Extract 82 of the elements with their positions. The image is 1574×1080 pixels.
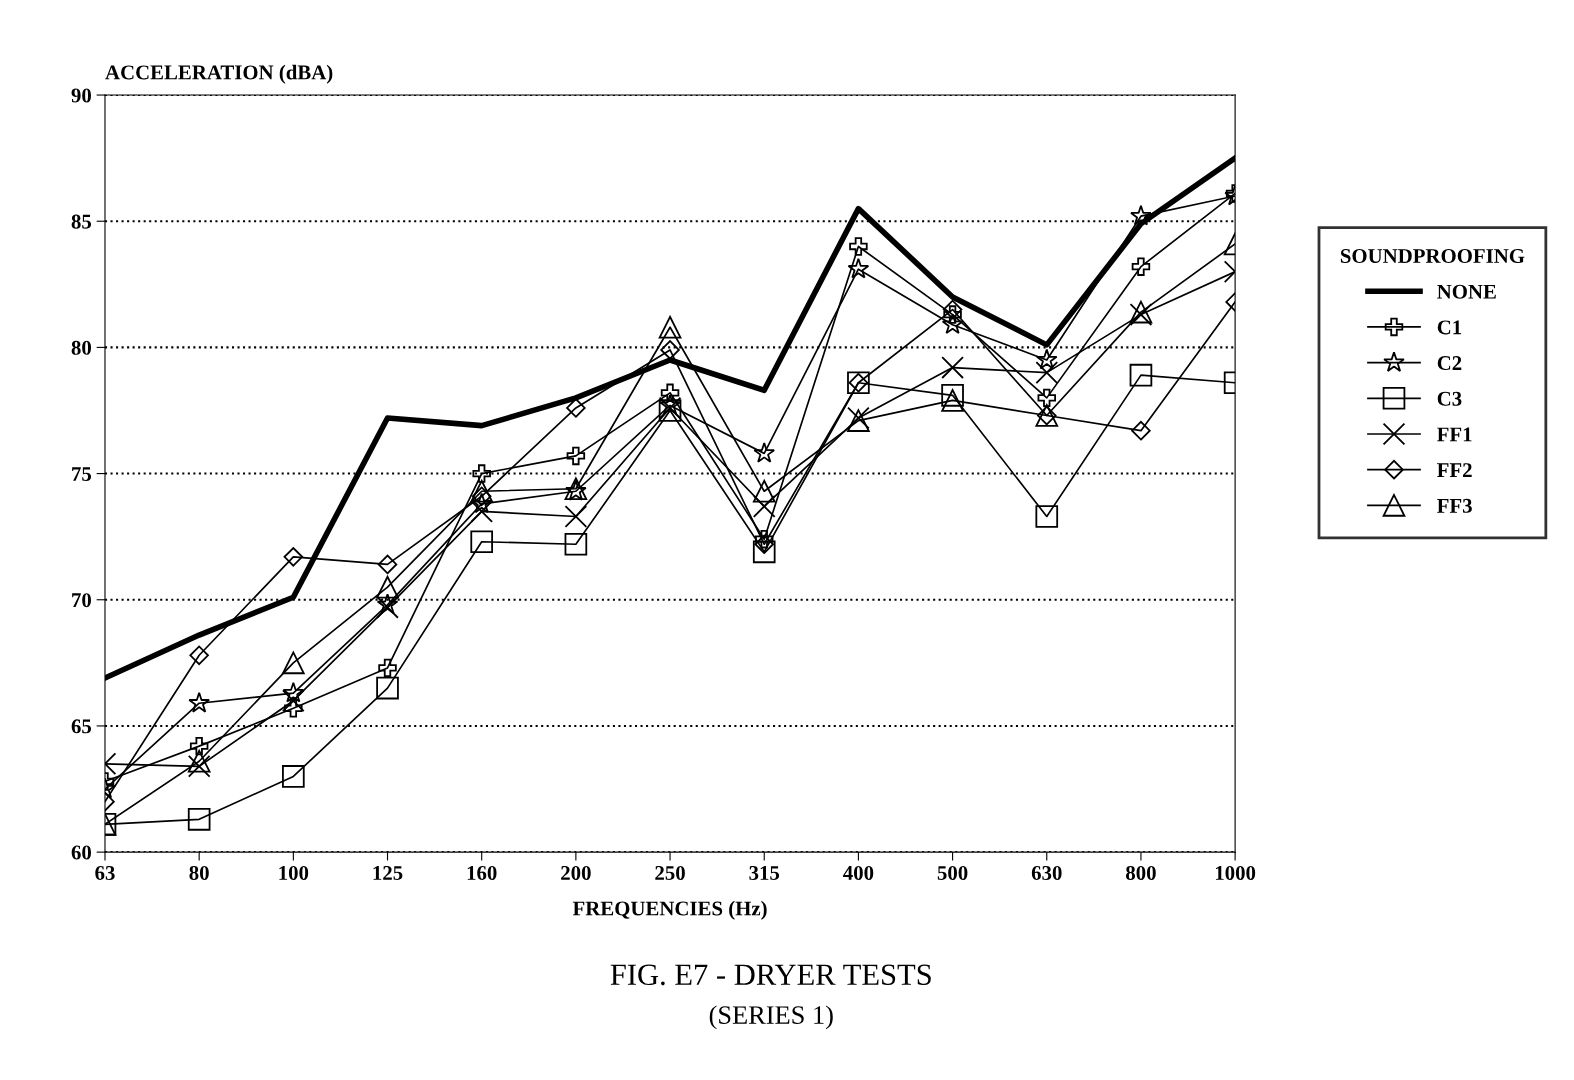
x-tick-label: 100 xyxy=(279,865,309,880)
x-tick-label: 250 xyxy=(655,865,685,880)
point xyxy=(564,505,588,528)
x-tick-label: 630 xyxy=(1031,865,1062,880)
point xyxy=(1131,257,1151,276)
legend-label: C3 xyxy=(1437,391,1462,406)
point xyxy=(1130,204,1152,226)
point xyxy=(377,554,398,575)
legend-label: C1 xyxy=(1437,320,1462,335)
point xyxy=(284,699,303,718)
x-tick-label: 500 xyxy=(937,865,968,880)
point xyxy=(564,532,588,556)
x-tick-label: 200 xyxy=(561,865,591,880)
point xyxy=(941,313,964,335)
point xyxy=(471,486,492,507)
point xyxy=(282,765,305,788)
point xyxy=(660,383,680,403)
point xyxy=(754,529,774,549)
point xyxy=(753,442,776,463)
y-tick-label: 65 xyxy=(71,719,92,734)
point xyxy=(378,658,397,678)
point xyxy=(752,479,776,503)
x-tick-label: 63 xyxy=(95,865,115,880)
point xyxy=(1035,361,1059,384)
point xyxy=(1035,348,1058,370)
point xyxy=(187,807,211,831)
point xyxy=(566,398,586,418)
point xyxy=(1035,505,1059,528)
y-tick-label: 75 xyxy=(72,467,92,482)
point xyxy=(752,495,776,518)
x-tick-label: 400 xyxy=(843,865,874,880)
point xyxy=(1129,363,1153,387)
point xyxy=(187,754,211,778)
y-tick-label: 90 xyxy=(71,88,91,103)
legend-title: SOUNDPROOFING xyxy=(1340,249,1525,264)
point xyxy=(659,394,681,415)
x-tick-label: 125 xyxy=(373,865,403,880)
text: (SERIES 1) xyxy=(709,1005,833,1030)
x-tick-label: 80 xyxy=(189,865,209,880)
y-tick-label: 70 xyxy=(72,593,91,608)
x-tick-label: 160 xyxy=(467,865,497,880)
point xyxy=(283,547,304,567)
point xyxy=(282,651,305,675)
point xyxy=(566,446,586,466)
point xyxy=(472,464,491,483)
point xyxy=(660,340,680,360)
point xyxy=(1037,388,1057,408)
legend-label: C2 xyxy=(1437,356,1462,371)
point xyxy=(189,736,209,756)
x-axis-title: FREQUENCIES (Hz) xyxy=(572,900,767,920)
x-tick-label: 800 xyxy=(1126,865,1156,880)
point xyxy=(189,645,209,666)
point xyxy=(187,749,211,773)
x-tick-label: 315 xyxy=(749,865,780,880)
point xyxy=(847,257,870,279)
legend-label: FF3 xyxy=(1437,498,1472,513)
y-tick-label: 80 xyxy=(71,340,91,355)
text: FIG. E7 - DRYER TESTS xyxy=(610,964,931,986)
point xyxy=(849,237,868,256)
y-axis-title: ACCELERATION (dBA) xyxy=(105,64,333,84)
point xyxy=(470,530,494,554)
x-tick-label: 1000 xyxy=(1215,865,1256,880)
point xyxy=(943,305,962,324)
point xyxy=(941,384,964,407)
legend-label: FF2 xyxy=(1437,463,1472,477)
legend-label: FF1 xyxy=(1437,427,1472,442)
point xyxy=(470,500,494,523)
point xyxy=(658,315,682,339)
point xyxy=(752,540,776,564)
point xyxy=(376,575,399,599)
point xyxy=(942,299,963,320)
legend-label: NONE xyxy=(1437,284,1496,299)
y-tick-label: 85 xyxy=(71,214,92,229)
point xyxy=(282,689,305,713)
point xyxy=(282,681,305,703)
point xyxy=(941,389,964,412)
point xyxy=(376,676,399,700)
point xyxy=(1131,420,1151,441)
point xyxy=(941,356,964,379)
point xyxy=(754,534,774,554)
point xyxy=(188,691,210,713)
y-tick-label: 60 xyxy=(71,845,91,860)
